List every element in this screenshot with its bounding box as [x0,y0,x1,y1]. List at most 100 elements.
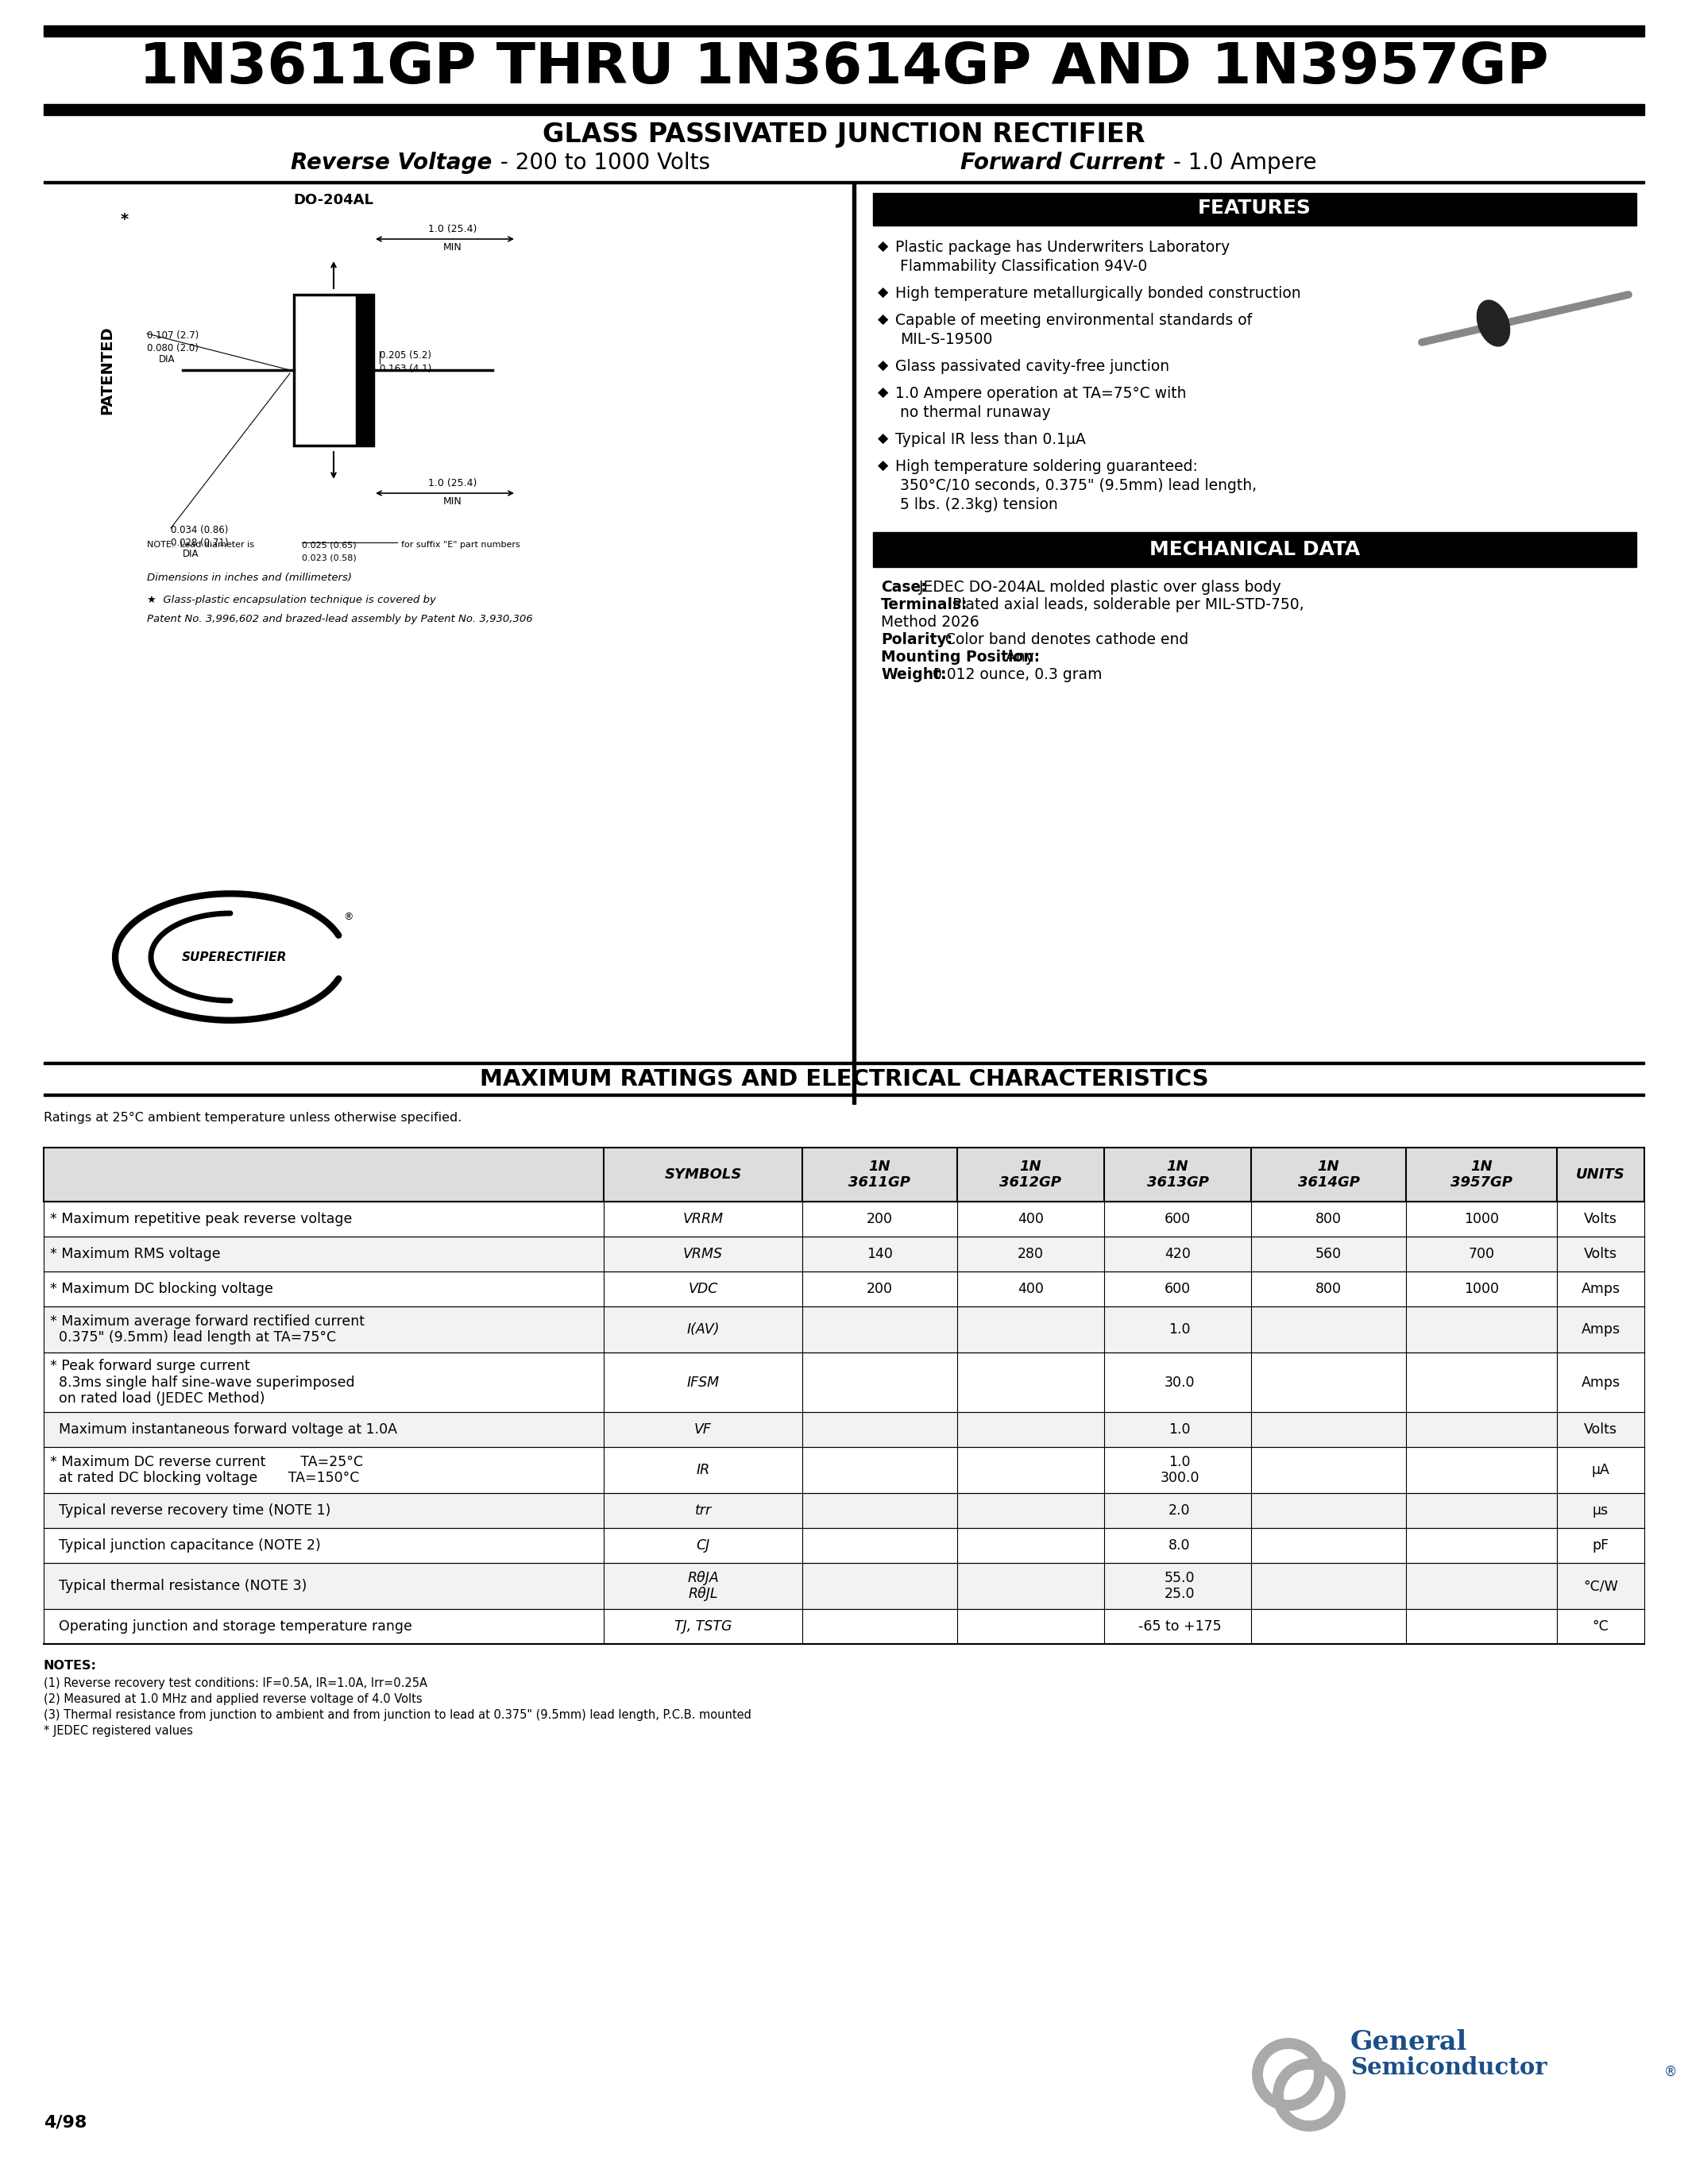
Text: Volts: Volts [1583,1247,1617,1260]
Text: 55.0
25.0: 55.0 25.0 [1165,1570,1195,1601]
Text: 5 lbs. (2.3kg) tension: 5 lbs. (2.3kg) tension [900,498,1058,513]
Text: Case:: Case: [881,579,927,594]
Text: 0.163 (4.1): 0.163 (4.1) [380,365,432,373]
Text: 600: 600 [1165,1282,1190,1295]
Text: Mounting Position:: Mounting Position: [881,649,1040,664]
Text: VRMS: VRMS [684,1247,722,1260]
Text: 8.0: 8.0 [1168,1538,1190,1553]
Bar [873,535,1636,566]
Text: Glass passivated cavity-free junction: Glass passivated cavity-free junction [895,358,1170,373]
Text: * JEDEC registered values: * JEDEC registered values [44,1725,192,1736]
Text: μA: μA [1592,1463,1610,1476]
Text: MIN: MIN [444,496,463,507]
Text: 0.012 ounce, 0.3 gram: 0.012 ounce, 0.3 gram [927,666,1102,681]
Text: * Maximum RMS voltage: * Maximum RMS voltage [51,1247,221,1260]
Text: Terminals:: Terminals: [881,596,967,612]
Text: IR: IR [695,1463,711,1476]
Text: DIA: DIA [182,548,199,559]
Bar [44,1094,1644,1096]
Text: pF: pF [1592,1538,1609,1553]
Text: Any: Any [1001,649,1033,664]
Text: °C: °C [1592,1618,1609,1634]
Text: MAXIMUM RATINGS AND ELECTRICAL CHARACTERISTICS: MAXIMUM RATINGS AND ELECTRICAL CHARACTER… [479,1068,1209,1090]
Text: CJ: CJ [695,1538,711,1553]
Text: ◆: ◆ [878,240,888,253]
Bar [44,1352,1644,1413]
Text: 1000: 1000 [1463,1212,1499,1225]
Text: 30.0: 30.0 [1165,1376,1195,1389]
Text: Plastic package has Underwriters Laboratory: Plastic package has Underwriters Laborat… [895,240,1231,256]
Text: 350°C/10 seconds, 0.375" (9.5mm) lead length,: 350°C/10 seconds, 0.375" (9.5mm) lead le… [900,478,1258,494]
Text: * Peak forward surge current
  8.3ms single half sine-wave superimposed
  on rat: * Peak forward surge current 8.3ms singl… [51,1358,354,1406]
Text: 1.0
300.0: 1.0 300.0 [1160,1455,1198,1485]
Text: ◆: ◆ [878,387,888,400]
Text: Typical junction capacitance (NOTE 2): Typical junction capacitance (NOTE 2) [51,1538,321,1553]
Text: for suffix "E" part numbers: for suffix "E" part numbers [402,542,520,548]
Text: 280: 280 [1018,1247,1043,1260]
Text: 1N
3957GP: 1N 3957GP [1450,1160,1512,1190]
Text: 200: 200 [866,1282,893,1295]
Text: ◆: ◆ [878,312,888,328]
Text: ◆: ◆ [878,432,888,446]
Text: 1.0 Ampere operation at TA=75°C with: 1.0 Ampere operation at TA=75°C with [895,387,1187,402]
Text: SYMBOLS: SYMBOLS [665,1168,741,1182]
Text: - 200 to 1000 Volts: - 200 to 1000 Volts [493,151,711,175]
Text: GLASS PASSIVATED JUNCTION RECTIFIER: GLASS PASSIVATED JUNCTION RECTIFIER [544,122,1144,149]
Text: Weight:: Weight: [881,666,947,681]
Text: 1.0 (25.4): 1.0 (25.4) [429,478,478,489]
Text: 420: 420 [1165,1247,1190,1260]
Text: MIL-S-19500: MIL-S-19500 [900,332,993,347]
Bar [873,223,1636,225]
Text: ★  Glass-plastic encapsulation technique is covered by: ★ Glass-plastic encapsulation technique … [147,594,436,605]
Text: Method 2026: Method 2026 [881,614,979,629]
Text: High temperature soldering guaranteed:: High temperature soldering guaranteed: [895,459,1198,474]
Text: FEATURES: FEATURES [1198,199,1312,218]
Bar [44,181,1644,183]
Text: * Maximum DC reverse current        TA=25°C
  at rated DC blocking voltage      : * Maximum DC reverse current TA=25°C at … [51,1455,363,1485]
Bar [44,105,1644,116]
Text: TJ, TSTG: TJ, TSTG [674,1618,733,1634]
Text: I(AV): I(AV) [687,1321,719,1337]
Text: VRRM: VRRM [682,1212,722,1225]
Text: VF: VF [694,1422,712,1437]
Text: Typical IR less than 0.1μA: Typical IR less than 0.1μA [895,432,1085,448]
Text: Amps: Amps [1582,1376,1620,1389]
Text: High temperature metallurgically bonded construction: High temperature metallurgically bonded … [895,286,1301,301]
Text: Operating junction and storage temperature range: Operating junction and storage temperatu… [51,1618,412,1634]
Text: Color band denotes cathode end: Color band denotes cathode end [940,631,1188,646]
Text: SUPERECTIFIER: SUPERECTIFIER [182,950,287,963]
Text: 0.025 (0.65): 0.025 (0.65) [302,542,356,548]
Text: 0.028 (0.71): 0.028 (0.71) [170,537,228,548]
Bar [44,26,1644,37]
Text: 1N
3614GP: 1N 3614GP [1298,1160,1359,1190]
Text: Reverse Voltage: Reverse Voltage [290,151,491,175]
Bar [44,1236,1644,1271]
Text: no thermal runaway: no thermal runaway [900,404,1050,419]
Text: 1N
3613GP: 1N 3613GP [1146,1160,1209,1190]
Text: 800: 800 [1315,1282,1342,1295]
Text: Amps: Amps [1582,1321,1620,1337]
Text: 0.205 (5.2): 0.205 (5.2) [380,349,432,360]
Text: Typical thermal resistance (NOTE 3): Typical thermal resistance (NOTE 3) [51,1579,307,1592]
Bar [873,192,1636,223]
Bar [44,1061,1644,1064]
Text: PATENTED: PATENTED [100,325,115,415]
Text: trr: trr [695,1503,711,1518]
Text: 1.0 (25.4): 1.0 (25.4) [429,225,478,234]
Text: JEDEC DO-204AL molded plastic over glass body: JEDEC DO-204AL molded plastic over glass… [915,579,1281,594]
Text: VDC: VDC [689,1282,717,1295]
Text: NOTE:  Lead diameter is: NOTE: Lead diameter is [147,542,255,548]
Ellipse shape [1477,299,1509,347]
Text: - 1.0 Ampere: - 1.0 Ampere [1166,151,1317,175]
Text: * Maximum DC blocking voltage: * Maximum DC blocking voltage [51,1282,273,1295]
Text: Capable of meeting environmental standards of: Capable of meeting environmental standar… [895,312,1252,328]
Bar [356,295,373,446]
Text: ◆: ◆ [878,358,888,373]
Text: ◆: ◆ [878,459,888,474]
Text: 140: 140 [866,1247,893,1260]
Text: 600: 600 [1165,1212,1190,1225]
Text: * Maximum repetitive peak reverse voltage: * Maximum repetitive peak reverse voltag… [51,1212,353,1225]
Text: °C/W: °C/W [1583,1579,1619,1592]
Bar [852,183,856,1103]
Text: UNITS: UNITS [1577,1168,1626,1182]
